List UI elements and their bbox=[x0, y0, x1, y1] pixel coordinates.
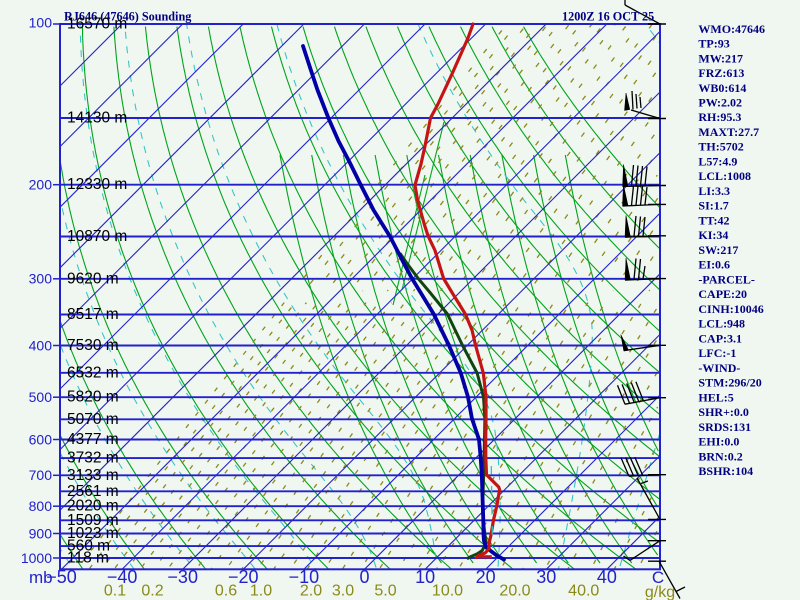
svg-text:0: 0 bbox=[359, 567, 369, 587]
svg-text:RJ646 (47646) Sounding: RJ646 (47646) Sounding bbox=[64, 10, 191, 24]
svg-text:CAP:3.1: CAP:3.1 bbox=[698, 331, 742, 345]
svg-text:−20: −20 bbox=[228, 567, 259, 587]
svg-text:100: 100 bbox=[29, 14, 53, 30]
svg-text:7530 m: 7530 m bbox=[67, 337, 119, 354]
svg-text:LCL:1008: LCL:1008 bbox=[698, 169, 751, 183]
svg-text:RH:95.3: RH:95.3 bbox=[698, 110, 741, 124]
svg-text:1200Z 16 OCT 25: 1200Z 16 OCT 25 bbox=[562, 10, 654, 24]
svg-text:MAXT:27.7: MAXT:27.7 bbox=[698, 125, 759, 139]
svg-text:PW:2.02: PW:2.02 bbox=[698, 96, 742, 110]
svg-text:12330 m: 12330 m bbox=[67, 176, 127, 193]
svg-text:HEL:5: HEL:5 bbox=[698, 390, 733, 404]
svg-text:40: 40 bbox=[597, 567, 617, 587]
svg-text:C: C bbox=[652, 568, 664, 587]
svg-text:L57:4.9: L57:4.9 bbox=[698, 154, 737, 168]
svg-text:800: 800 bbox=[29, 498, 53, 514]
svg-text:0.1: 0.1 bbox=[104, 583, 126, 600]
svg-text:CAPE:20: CAPE:20 bbox=[698, 287, 747, 301]
svg-text:1509 m: 1509 m bbox=[67, 512, 119, 529]
svg-text:700: 700 bbox=[29, 467, 53, 483]
svg-text:9620 m: 9620 m bbox=[67, 270, 119, 287]
svg-text:FRZ:613: FRZ:613 bbox=[698, 66, 744, 80]
svg-text:0.2: 0.2 bbox=[141, 583, 163, 600]
svg-text:WB0:614: WB0:614 bbox=[698, 81, 746, 95]
svg-text:3133 m: 3133 m bbox=[67, 467, 119, 484]
svg-text:WMO:47646: WMO:47646 bbox=[698, 22, 765, 36]
svg-text:LFC:-1: LFC:-1 bbox=[698, 346, 736, 360]
svg-text:1023 m: 1023 m bbox=[67, 525, 119, 542]
svg-text:500: 500 bbox=[29, 389, 53, 405]
svg-text:2561 m: 2561 m bbox=[67, 483, 119, 500]
svg-text:118 m: 118 m bbox=[67, 549, 109, 566]
svg-text:EI:0.6: EI:0.6 bbox=[698, 258, 730, 272]
svg-text:LCL:948: LCL:948 bbox=[698, 317, 745, 331]
svg-text:TP:93: TP:93 bbox=[698, 37, 729, 51]
svg-text:200: 200 bbox=[29, 177, 53, 193]
svg-text:SRDS:131: SRDS:131 bbox=[698, 420, 751, 434]
svg-text:20.0: 20.0 bbox=[499, 583, 530, 600]
svg-text:2020 m: 2020 m bbox=[67, 498, 119, 515]
svg-text:6532 m: 6532 m bbox=[67, 364, 119, 381]
svg-text:MW:217: MW:217 bbox=[698, 51, 743, 65]
svg-text:−50: −50 bbox=[46, 567, 77, 587]
svg-text:600: 600 bbox=[29, 431, 53, 447]
svg-text:5.0: 5.0 bbox=[374, 583, 396, 600]
svg-text:3.0: 3.0 bbox=[332, 583, 354, 600]
svg-text:SHR+:0.0: SHR+:0.0 bbox=[698, 405, 749, 419]
svg-text:-PARCEL-: -PARCEL- bbox=[698, 272, 754, 286]
svg-text:SI:1.7: SI:1.7 bbox=[698, 199, 728, 213]
svg-text:5820 m: 5820 m bbox=[67, 389, 119, 406]
svg-text:TT:42: TT:42 bbox=[698, 213, 729, 227]
svg-text:8517 m: 8517 m bbox=[67, 306, 119, 323]
svg-text:−40: −40 bbox=[107, 567, 138, 587]
svg-text:10.0: 10.0 bbox=[432, 583, 463, 600]
svg-text:SW:217: SW:217 bbox=[698, 243, 738, 257]
svg-text:KI:34: KI:34 bbox=[698, 228, 728, 242]
svg-text:560 m: 560 m bbox=[67, 538, 110, 555]
svg-text:g/kg: g/kg bbox=[645, 584, 675, 600]
svg-text:5070 m: 5070 m bbox=[67, 411, 119, 428]
svg-text:−30: −30 bbox=[167, 567, 198, 587]
svg-text:−10: −10 bbox=[289, 567, 320, 587]
svg-text:TH:5702: TH:5702 bbox=[698, 140, 743, 154]
svg-text:2.0: 2.0 bbox=[300, 583, 322, 600]
svg-text:-WIND-: -WIND- bbox=[698, 361, 740, 375]
svg-text:BRN:0.2: BRN:0.2 bbox=[698, 449, 742, 463]
svg-text:16570 m: 16570 m bbox=[67, 16, 127, 33]
svg-text:mb: mb bbox=[29, 568, 53, 587]
svg-text:30: 30 bbox=[536, 567, 556, 587]
svg-text:300: 300 bbox=[29, 271, 53, 287]
svg-text:4377 m: 4377 m bbox=[67, 431, 119, 448]
svg-text:14130 m: 14130 m bbox=[67, 110, 127, 127]
svg-text:3732 m: 3732 m bbox=[67, 450, 119, 467]
svg-text:20: 20 bbox=[476, 567, 496, 587]
svg-text:EHI:0.0: EHI:0.0 bbox=[698, 435, 739, 449]
svg-text:10870 m: 10870 m bbox=[67, 228, 127, 245]
svg-text:STM:296/20: STM:296/20 bbox=[698, 376, 761, 390]
svg-text:900: 900 bbox=[29, 525, 53, 541]
svg-text:10: 10 bbox=[415, 567, 435, 587]
svg-text:400: 400 bbox=[29, 337, 53, 353]
svg-text:40.0: 40.0 bbox=[568, 583, 599, 600]
svg-text:BSHR:104: BSHR:104 bbox=[698, 464, 753, 478]
svg-text:LI:3.3: LI:3.3 bbox=[698, 184, 730, 198]
svg-text:0.6: 0.6 bbox=[215, 583, 237, 600]
svg-text:1000: 1000 bbox=[21, 550, 52, 566]
svg-text:CINH:10046: CINH:10046 bbox=[698, 302, 763, 316]
svg-text:1.0: 1.0 bbox=[250, 583, 272, 600]
